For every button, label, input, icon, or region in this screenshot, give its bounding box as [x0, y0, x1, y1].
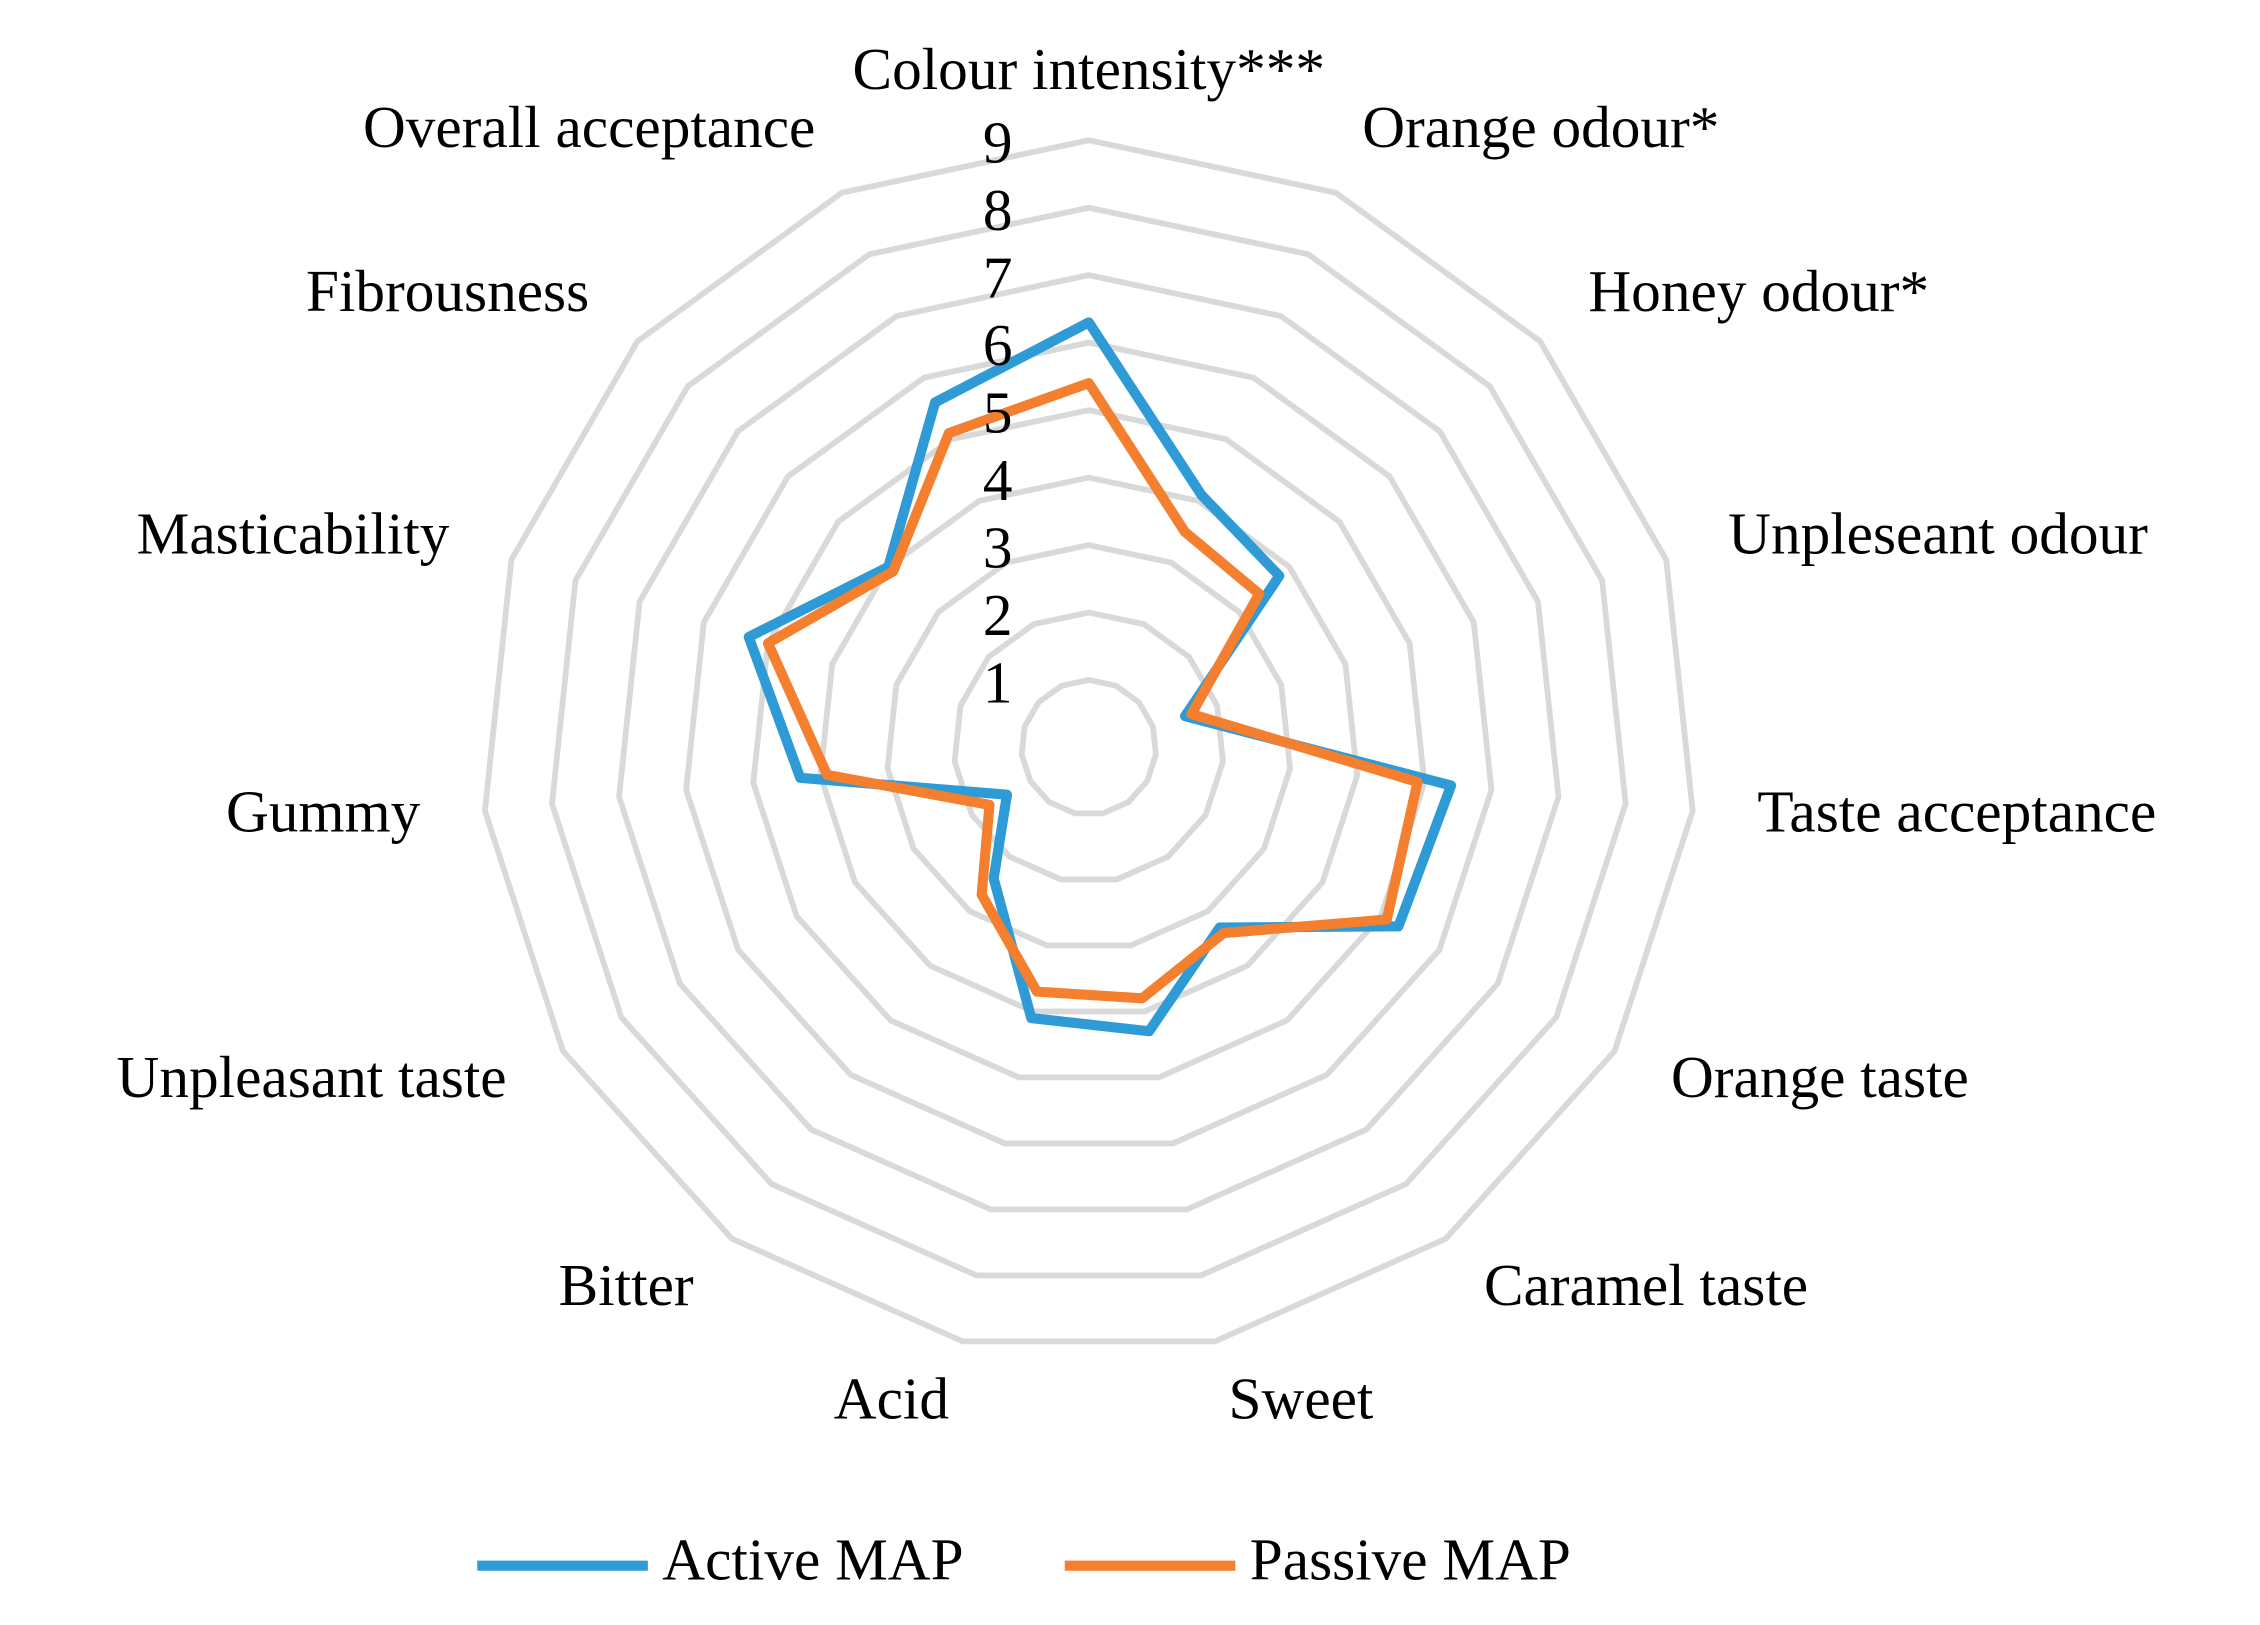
category-label: Overall acceptance — [363, 94, 815, 160]
tick-label: 9 — [983, 110, 1013, 176]
category-label: Colour intensity*** — [853, 36, 1325, 102]
tick-label: 8 — [983, 177, 1013, 243]
category-label: Masticability — [137, 500, 450, 566]
tick-label: 6 — [983, 312, 1013, 378]
tick-label: 3 — [983, 514, 1013, 580]
category-label: Unpleasant taste — [117, 1044, 507, 1110]
category-label: Orange odour* — [1362, 94, 1719, 160]
tick-label: 4 — [983, 447, 1013, 513]
category-label: Taste acceptance — [1757, 778, 2156, 844]
grid-ring — [616, 272, 1562, 1213]
category-label: Gummy — [226, 778, 421, 844]
category-label: Unpleseant odour — [1728, 500, 2148, 566]
category-label: Bitter — [559, 1252, 694, 1318]
grid-ring — [481, 137, 1696, 1345]
legend-label: Active MAP — [662, 1526, 963, 1592]
category-label: Caramel taste — [1484, 1252, 1808, 1318]
tick-label: 5 — [983, 379, 1013, 445]
category-label: Acid — [834, 1366, 949, 1432]
tick-label: 7 — [983, 244, 1013, 310]
category-label: Sweet — [1229, 1366, 1374, 1432]
grid-ring — [683, 339, 1495, 1147]
legend-label: Passive MAP — [1250, 1526, 1571, 1592]
category-label: Orange taste — [1671, 1044, 1969, 1110]
grid-ring — [549, 204, 1629, 1279]
grid-ring — [750, 407, 1428, 1081]
tick-label: 2 — [983, 582, 1013, 648]
category-label: Honey odour* — [1588, 258, 1929, 324]
grid-ring — [884, 542, 1293, 949]
series-line — [762, 378, 1423, 1004]
grid-ring — [817, 474, 1361, 1015]
category-label: Fibrousness — [306, 258, 589, 324]
grid-ring — [1018, 676, 1159, 817]
tick-label: 1 — [983, 649, 1013, 715]
